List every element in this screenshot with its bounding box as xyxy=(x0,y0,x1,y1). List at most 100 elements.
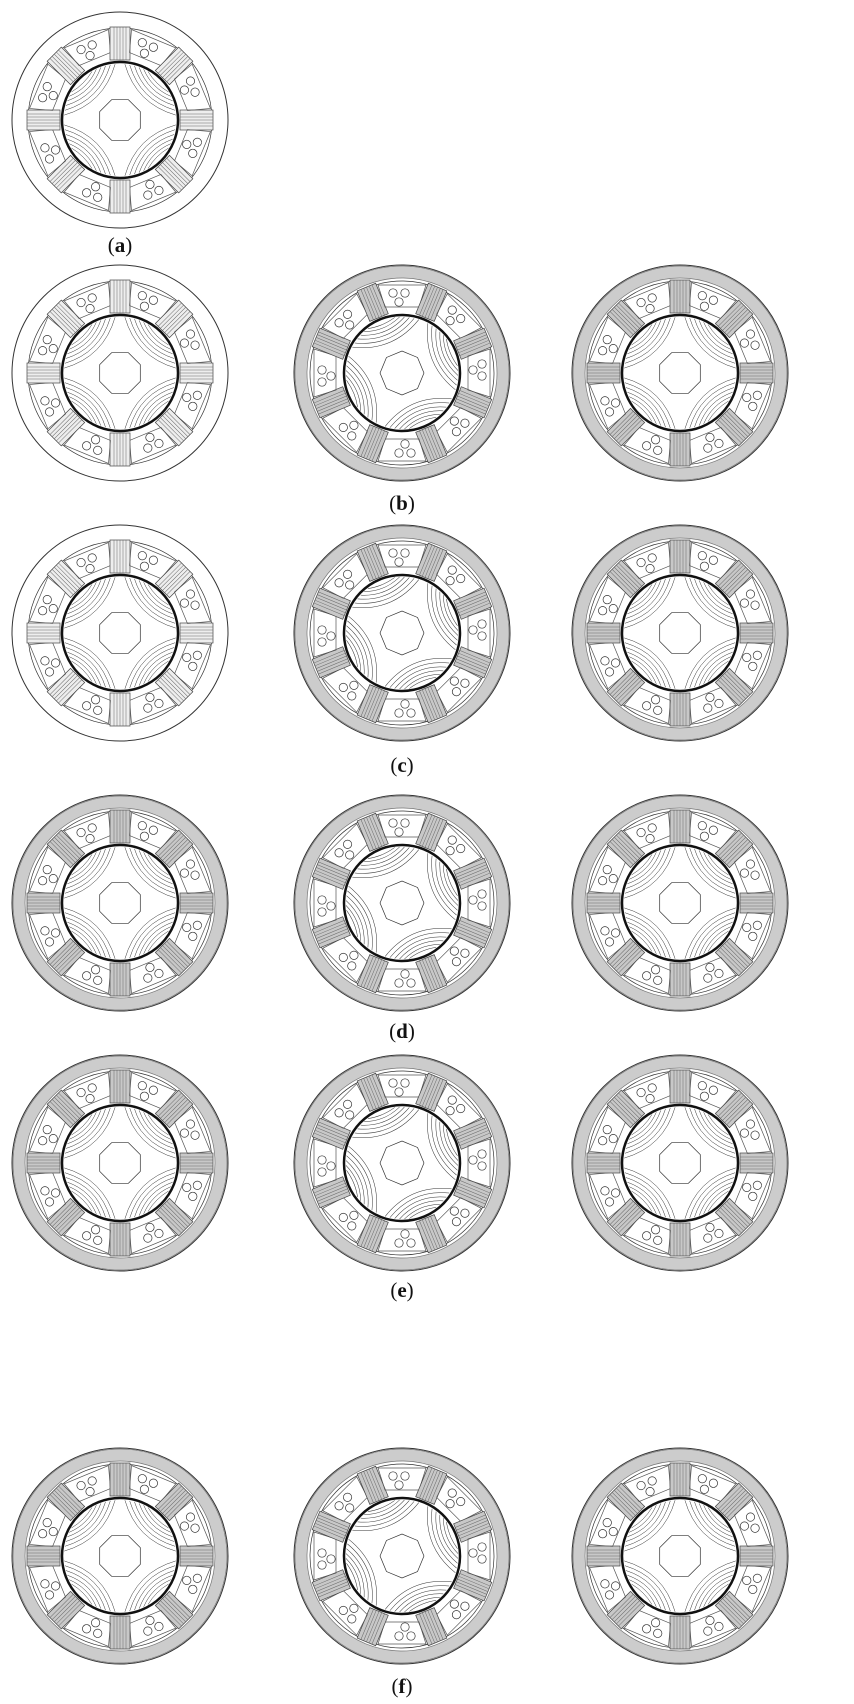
motor-plot xyxy=(572,525,788,741)
motor-plot xyxy=(261,232,543,514)
conductor xyxy=(395,298,403,306)
rotor-outer xyxy=(622,845,738,961)
motor-plot xyxy=(12,525,228,741)
conductor xyxy=(455,1103,467,1115)
conductor xyxy=(42,334,53,345)
conductor xyxy=(597,605,608,616)
conductor xyxy=(44,1196,55,1207)
conductor xyxy=(37,1135,48,1146)
conductor xyxy=(702,703,713,714)
rotor-outer xyxy=(622,315,738,431)
conductor xyxy=(44,1589,55,1600)
conductor xyxy=(446,834,458,846)
rotor-outer xyxy=(326,297,478,449)
motor-plot xyxy=(12,12,228,228)
conductor xyxy=(39,1185,50,1196)
stator-tooth xyxy=(670,433,690,466)
motor-plot xyxy=(12,795,228,1011)
stator-yoke xyxy=(282,1436,522,1676)
conductor xyxy=(327,372,335,380)
conductor xyxy=(148,555,159,566)
conductor xyxy=(636,827,647,838)
shaft xyxy=(375,606,428,659)
conductor xyxy=(697,290,708,301)
conductor xyxy=(747,1584,758,1595)
conductor xyxy=(401,700,409,708)
conductor xyxy=(148,825,159,836)
conductor xyxy=(192,920,203,931)
conductor xyxy=(702,1626,713,1637)
rotor-outer xyxy=(622,1498,738,1614)
conductor xyxy=(137,290,148,301)
conductor xyxy=(469,1549,477,1557)
conductor xyxy=(42,1124,53,1135)
slot xyxy=(378,699,426,721)
conductor xyxy=(395,449,403,457)
conductor xyxy=(448,675,460,687)
stator-tooth xyxy=(670,963,690,996)
conductor xyxy=(42,81,53,92)
rotor-outer xyxy=(326,1087,478,1239)
stator-yoke xyxy=(282,253,522,493)
stator-yoke xyxy=(282,783,522,1023)
panel-label: (b) xyxy=(389,491,415,515)
yoke-band xyxy=(262,493,542,773)
conductor xyxy=(401,289,409,297)
rotor-outer xyxy=(62,315,178,431)
conductor xyxy=(81,187,92,198)
motor-plot xyxy=(572,795,788,1011)
slot xyxy=(378,1468,426,1490)
conductor xyxy=(37,92,48,103)
conductor xyxy=(318,1561,326,1569)
conductor xyxy=(39,142,50,153)
conductor xyxy=(636,557,647,568)
conductor xyxy=(697,1080,708,1091)
conductor xyxy=(395,558,403,566)
conductor xyxy=(87,1475,98,1486)
conductor xyxy=(599,925,610,936)
conductor xyxy=(76,557,87,568)
conductor xyxy=(697,820,708,831)
conductor xyxy=(597,345,608,356)
conductor xyxy=(745,589,756,600)
conductor xyxy=(342,838,354,850)
conductor xyxy=(602,1124,613,1135)
stator-tooth xyxy=(180,623,213,643)
conductor xyxy=(599,1578,610,1589)
conductor xyxy=(37,345,48,356)
motor-plot xyxy=(261,492,543,774)
rotor-outer xyxy=(622,1105,738,1221)
conductor xyxy=(752,390,763,401)
conductor xyxy=(641,440,652,451)
conductor xyxy=(333,1107,345,1119)
conductor xyxy=(142,443,153,454)
shaft xyxy=(100,100,141,141)
conductor xyxy=(153,1228,164,1239)
conductor xyxy=(747,1191,758,1202)
stator-tooth xyxy=(180,893,213,913)
conductor xyxy=(401,970,409,978)
slot xyxy=(468,349,490,397)
stator-tooth xyxy=(740,893,773,913)
conductor xyxy=(469,626,477,634)
rotor-outer xyxy=(62,1105,178,1221)
motor-plot xyxy=(12,1448,228,1664)
conductor xyxy=(346,1220,358,1232)
conductor xyxy=(337,682,349,694)
conductor xyxy=(192,390,203,401)
conductor xyxy=(346,1613,358,1625)
stator-tooth xyxy=(416,1466,447,1504)
conductor xyxy=(348,419,360,431)
conductor xyxy=(478,632,486,640)
motor-plot xyxy=(261,1415,543,1697)
conductor xyxy=(39,655,50,666)
conductor xyxy=(76,1480,87,1491)
stator-tooth xyxy=(587,893,620,913)
conductor xyxy=(455,843,467,855)
conductor xyxy=(185,1119,196,1130)
conductor xyxy=(346,430,358,442)
stator-tooth xyxy=(110,1070,130,1103)
conductor xyxy=(713,968,724,979)
shaft xyxy=(660,613,701,654)
conductor xyxy=(478,890,486,898)
